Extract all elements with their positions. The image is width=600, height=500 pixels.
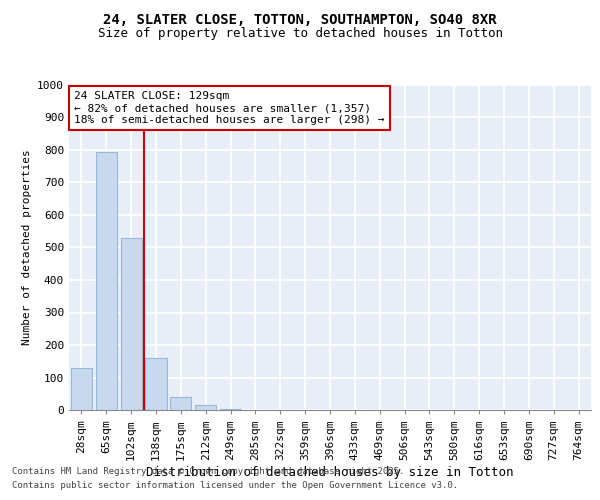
Text: Contains public sector information licensed under the Open Government Licence v3: Contains public sector information licen… [12,481,458,490]
Text: 24 SLATER CLOSE: 129sqm
← 82% of detached houses are smaller (1,357)
18% of semi: 24 SLATER CLOSE: 129sqm ← 82% of detache… [74,92,385,124]
Bar [121,238,142,410]
Text: 24, SLATER CLOSE, TOTTON, SOUTHAMPTON, SO40 8XR: 24, SLATER CLOSE, TOTTON, SOUTHAMPTON, S… [103,12,497,26]
Text: Size of property relative to detached houses in Totton: Size of property relative to detached ho… [97,28,503,40]
Bar [145,358,167,410]
Bar [96,152,117,410]
Bar [71,368,92,410]
Bar [195,405,216,410]
Bar [170,397,191,410]
Y-axis label: Number of detached properties: Number of detached properties [22,150,32,346]
Text: Contains HM Land Registry data © Crown copyright and database right 2025.: Contains HM Land Registry data © Crown c… [12,467,404,476]
X-axis label: Distribution of detached houses by size in Totton: Distribution of detached houses by size … [146,466,514,479]
